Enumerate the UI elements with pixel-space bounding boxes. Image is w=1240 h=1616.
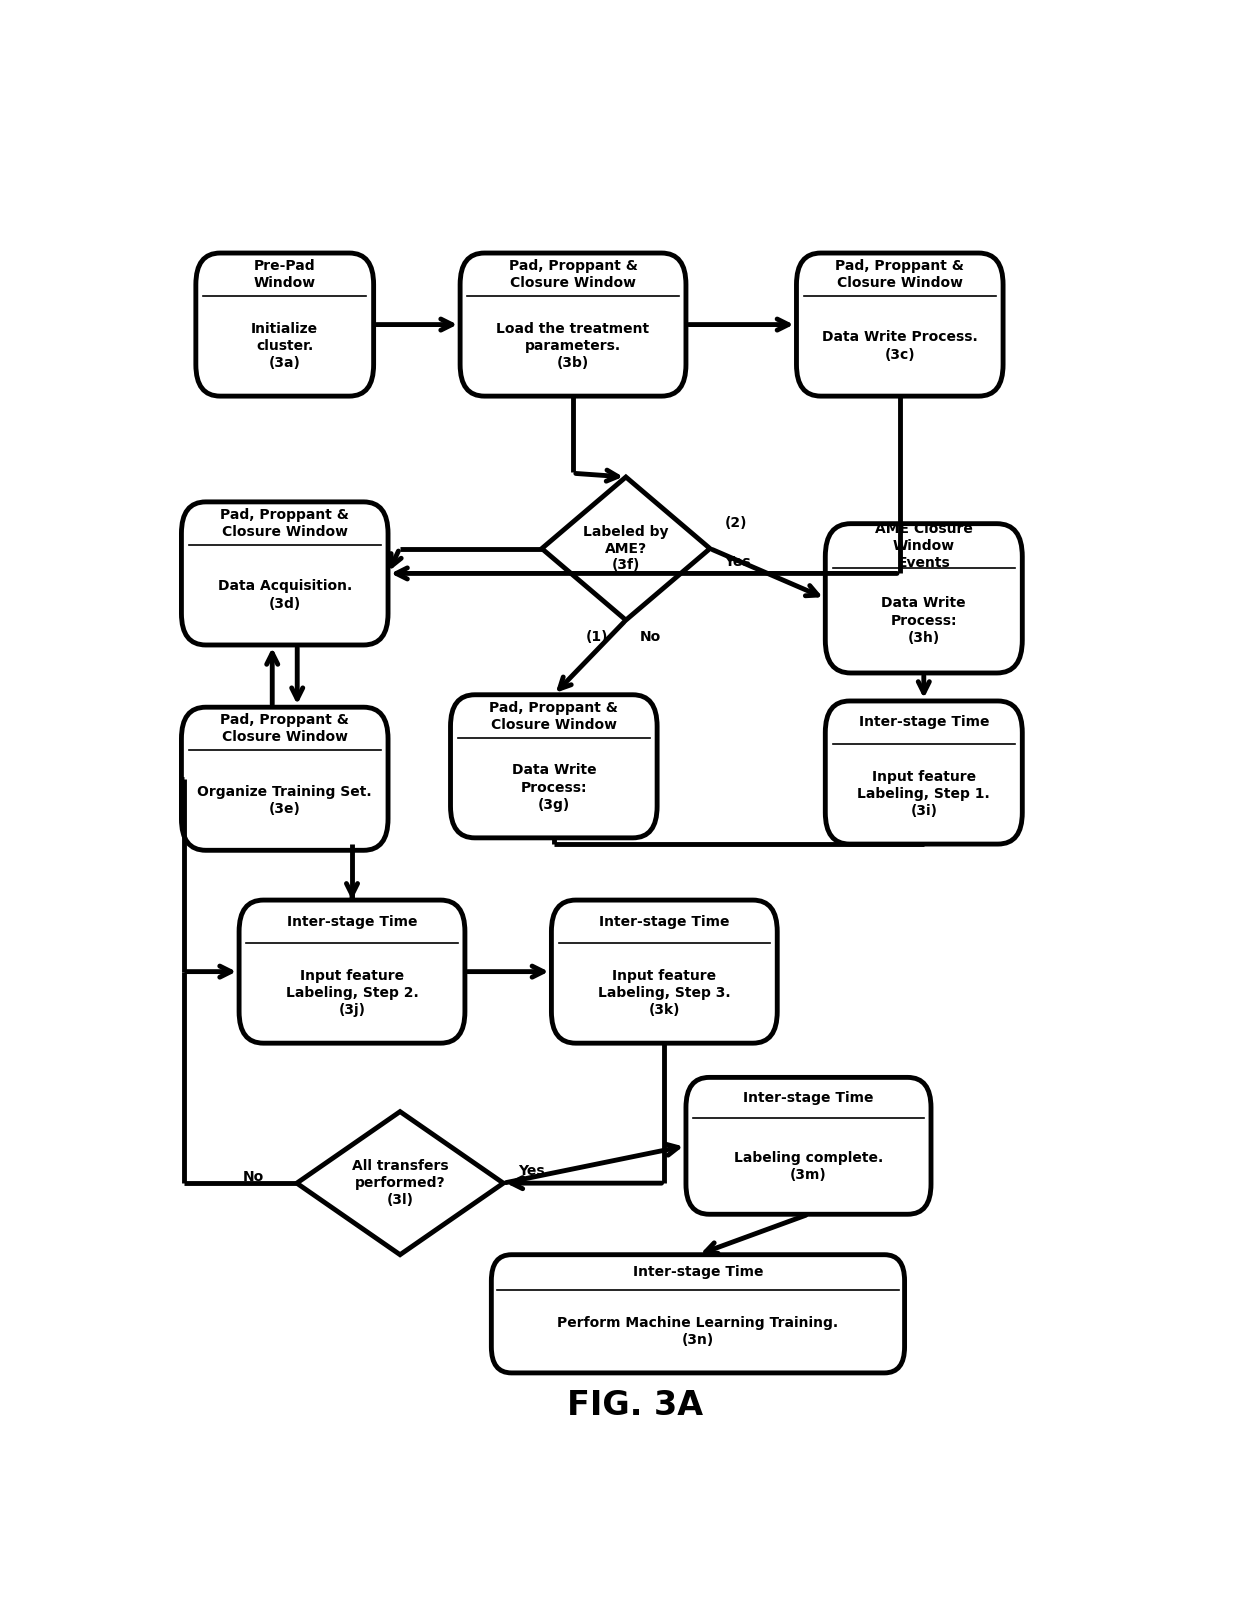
Text: (1): (1) bbox=[585, 630, 609, 645]
FancyBboxPatch shape bbox=[552, 900, 777, 1044]
FancyBboxPatch shape bbox=[181, 708, 388, 850]
Text: Pad, Proppant &
Closure Window: Pad, Proppant & Closure Window bbox=[490, 701, 619, 732]
Text: Labeling complete.
(3m): Labeling complete. (3m) bbox=[734, 1151, 883, 1181]
Text: Inter-stage Time: Inter-stage Time bbox=[632, 1265, 763, 1280]
FancyBboxPatch shape bbox=[686, 1078, 931, 1214]
Text: Initialize
cluster.
(3a): Initialize cluster. (3a) bbox=[252, 322, 319, 370]
Text: Pad, Proppant &
Closure Window: Pad, Proppant & Closure Window bbox=[221, 507, 350, 538]
Text: No: No bbox=[640, 630, 661, 645]
Text: Yes: Yes bbox=[724, 554, 751, 569]
Polygon shape bbox=[296, 1112, 503, 1254]
Text: Data Write
Process:
(3h): Data Write Process: (3h) bbox=[882, 596, 966, 645]
Text: FIG. 3A: FIG. 3A bbox=[568, 1390, 703, 1422]
Text: Data Acquisition.
(3d): Data Acquisition. (3d) bbox=[217, 579, 352, 611]
Text: Load the treatment
parameters.
(3b): Load the treatment parameters. (3b) bbox=[496, 322, 650, 370]
Text: Pad, Proppant &
Closure Window: Pad, Proppant & Closure Window bbox=[508, 259, 637, 289]
FancyBboxPatch shape bbox=[239, 900, 465, 1044]
FancyBboxPatch shape bbox=[181, 503, 388, 645]
Text: Labeled by
AME?
(3f): Labeled by AME? (3f) bbox=[583, 525, 668, 572]
FancyBboxPatch shape bbox=[460, 254, 686, 396]
Text: Inter-stage Time: Inter-stage Time bbox=[858, 716, 990, 729]
FancyBboxPatch shape bbox=[450, 695, 657, 837]
Text: Perform Machine Learning Training.
(3n): Perform Machine Learning Training. (3n) bbox=[558, 1315, 838, 1348]
FancyBboxPatch shape bbox=[491, 1254, 905, 1374]
Text: All transfers
performed?
(3l): All transfers performed? (3l) bbox=[352, 1159, 449, 1207]
Text: AME Closure
Window
Events: AME Closure Window Events bbox=[875, 522, 972, 570]
FancyBboxPatch shape bbox=[826, 524, 1022, 672]
Text: Pad, Proppant &
Closure Window: Pad, Proppant & Closure Window bbox=[221, 713, 350, 743]
Text: Organize Training Set.
(3e): Organize Training Set. (3e) bbox=[197, 784, 372, 816]
Text: Inter-stage Time: Inter-stage Time bbox=[599, 915, 729, 929]
Text: Yes: Yes bbox=[518, 1164, 544, 1178]
FancyBboxPatch shape bbox=[196, 254, 373, 396]
FancyBboxPatch shape bbox=[826, 701, 1022, 844]
Text: Input feature
Labeling, Step 2.
(3j): Input feature Labeling, Step 2. (3j) bbox=[285, 968, 418, 1018]
Text: Pad, Proppant &
Closure Window: Pad, Proppant & Closure Window bbox=[836, 259, 965, 289]
Text: Pre-Pad
Window: Pre-Pad Window bbox=[254, 259, 316, 289]
Text: Data Write
Process:
(3g): Data Write Process: (3g) bbox=[512, 763, 596, 813]
FancyBboxPatch shape bbox=[796, 254, 1003, 396]
Text: (2): (2) bbox=[724, 516, 746, 530]
Text: Inter-stage Time: Inter-stage Time bbox=[743, 1091, 874, 1105]
Text: Input feature
Labeling, Step 1.
(3i): Input feature Labeling, Step 1. (3i) bbox=[857, 769, 991, 818]
Text: Input feature
Labeling, Step 3.
(3k): Input feature Labeling, Step 3. (3k) bbox=[598, 968, 730, 1018]
Text: Data Write Process.
(3c): Data Write Process. (3c) bbox=[822, 330, 977, 362]
Text: Inter-stage Time: Inter-stage Time bbox=[286, 915, 417, 929]
Text: No: No bbox=[243, 1170, 264, 1185]
Polygon shape bbox=[542, 477, 711, 621]
